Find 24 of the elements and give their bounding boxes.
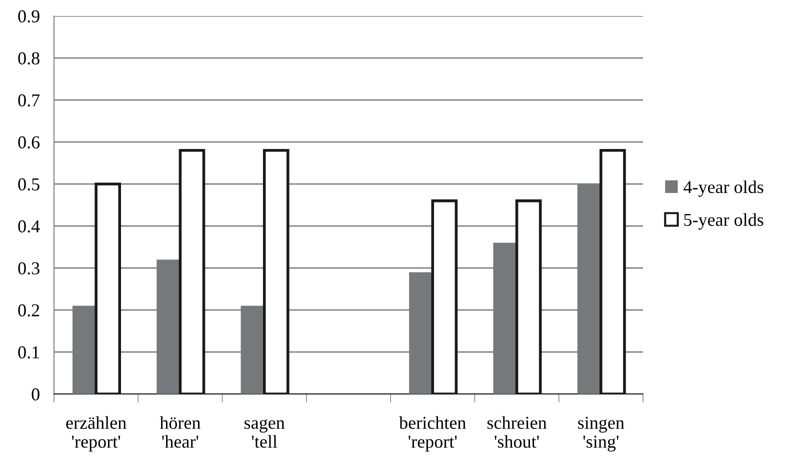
bar: [156, 260, 180, 394]
y-tick-label: 0.9: [18, 10, 40, 23]
y-tick-label: 0.5: [18, 178, 40, 191]
x-tick-label: singen 'sing': [578, 416, 624, 452]
bar: [409, 272, 433, 394]
y-tick-label: 0.8: [18, 52, 40, 65]
x-tick-label: sagen 'tell: [244, 419, 285, 448]
legend-label: 5-year olds: [684, 213, 764, 230]
y-tick-label: 0.3: [18, 262, 40, 275]
y-tick-label: 0.6: [18, 136, 40, 149]
bar: [493, 242, 517, 394]
bar: [577, 184, 601, 394]
x-tick-label: schreien 'shout': [487, 416, 547, 448]
bar: [240, 306, 264, 394]
y-tick-label: 0: [32, 388, 40, 400]
y-tick-label: 0.1: [18, 346, 40, 359]
x-tick-label: hören 'hear': [160, 416, 200, 448]
bar: [72, 306, 96, 394]
x-tick-label: erzählen 'report': [66, 416, 126, 452]
legend-label: 4-year olds: [684, 180, 764, 197]
y-tick-label: 0.2: [18, 304, 40, 317]
y-tick-label: 0.4: [18, 220, 40, 233]
x-tick-label: berichten 'report': [399, 416, 466, 452]
y-tick-label: 0.7: [18, 94, 40, 107]
